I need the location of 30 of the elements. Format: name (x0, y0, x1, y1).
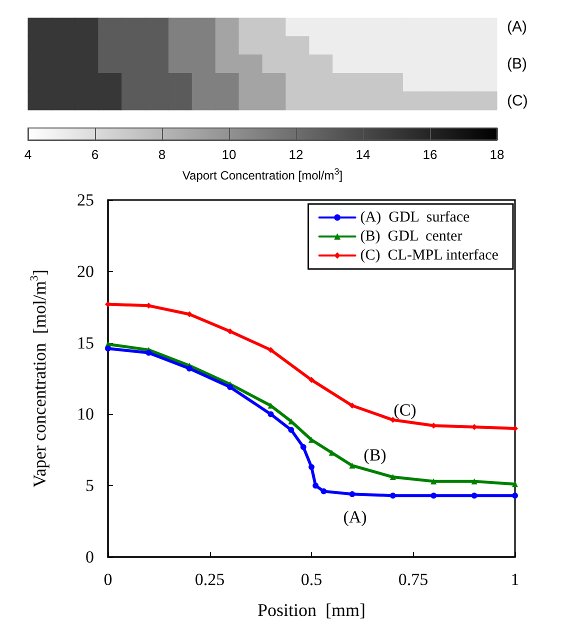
legend-label: (A) GDL surface (360, 210, 470, 226)
color-bar-label: 14 (356, 147, 370, 162)
legend-label: (C) CL-MPL interface (360, 248, 499, 264)
annotation: (B) (364, 446, 386, 464)
color-bar-label: 6 (91, 147, 99, 162)
y2-tick-label: (C) (507, 92, 528, 110)
color-bar-label: 8 (158, 147, 166, 162)
y-tick-label: 20 (77, 262, 94, 281)
y2-tick-label: (B) (507, 56, 527, 72)
x-tick-label: 0.5 (300, 570, 322, 589)
x-tick-label: 1 (510, 570, 520, 589)
x-tick-label: 0.25 (194, 570, 225, 589)
y-tick-label: 10 (77, 404, 94, 424)
legend-label: (B) GDL center (360, 228, 462, 244)
annotation: (A) (343, 508, 367, 526)
y2-tick-label: (A) (507, 18, 527, 36)
color-bar-label: 10 (222, 147, 236, 162)
color-bar-label: 16 (422, 147, 438, 162)
color-bar-label: 18 (490, 147, 504, 162)
y-tick-label: 5 (86, 476, 94, 496)
x-axis-title: Position [mm] (257, 600, 366, 620)
x-tick-label: 0 (104, 570, 112, 589)
color-bar-label: 4 (24, 147, 32, 162)
y-axis-title: Vaper concentration [mol/m3] (28, 270, 50, 488)
y-tick-label: 25 (77, 190, 94, 210)
color-bar-label: 12 (288, 147, 304, 162)
x-tick-label: 0.75 (398, 570, 428, 589)
annotation: (C) (394, 400, 416, 420)
y-tick-label: 15 (77, 333, 94, 352)
y-tick-label: 0 (86, 548, 94, 566)
